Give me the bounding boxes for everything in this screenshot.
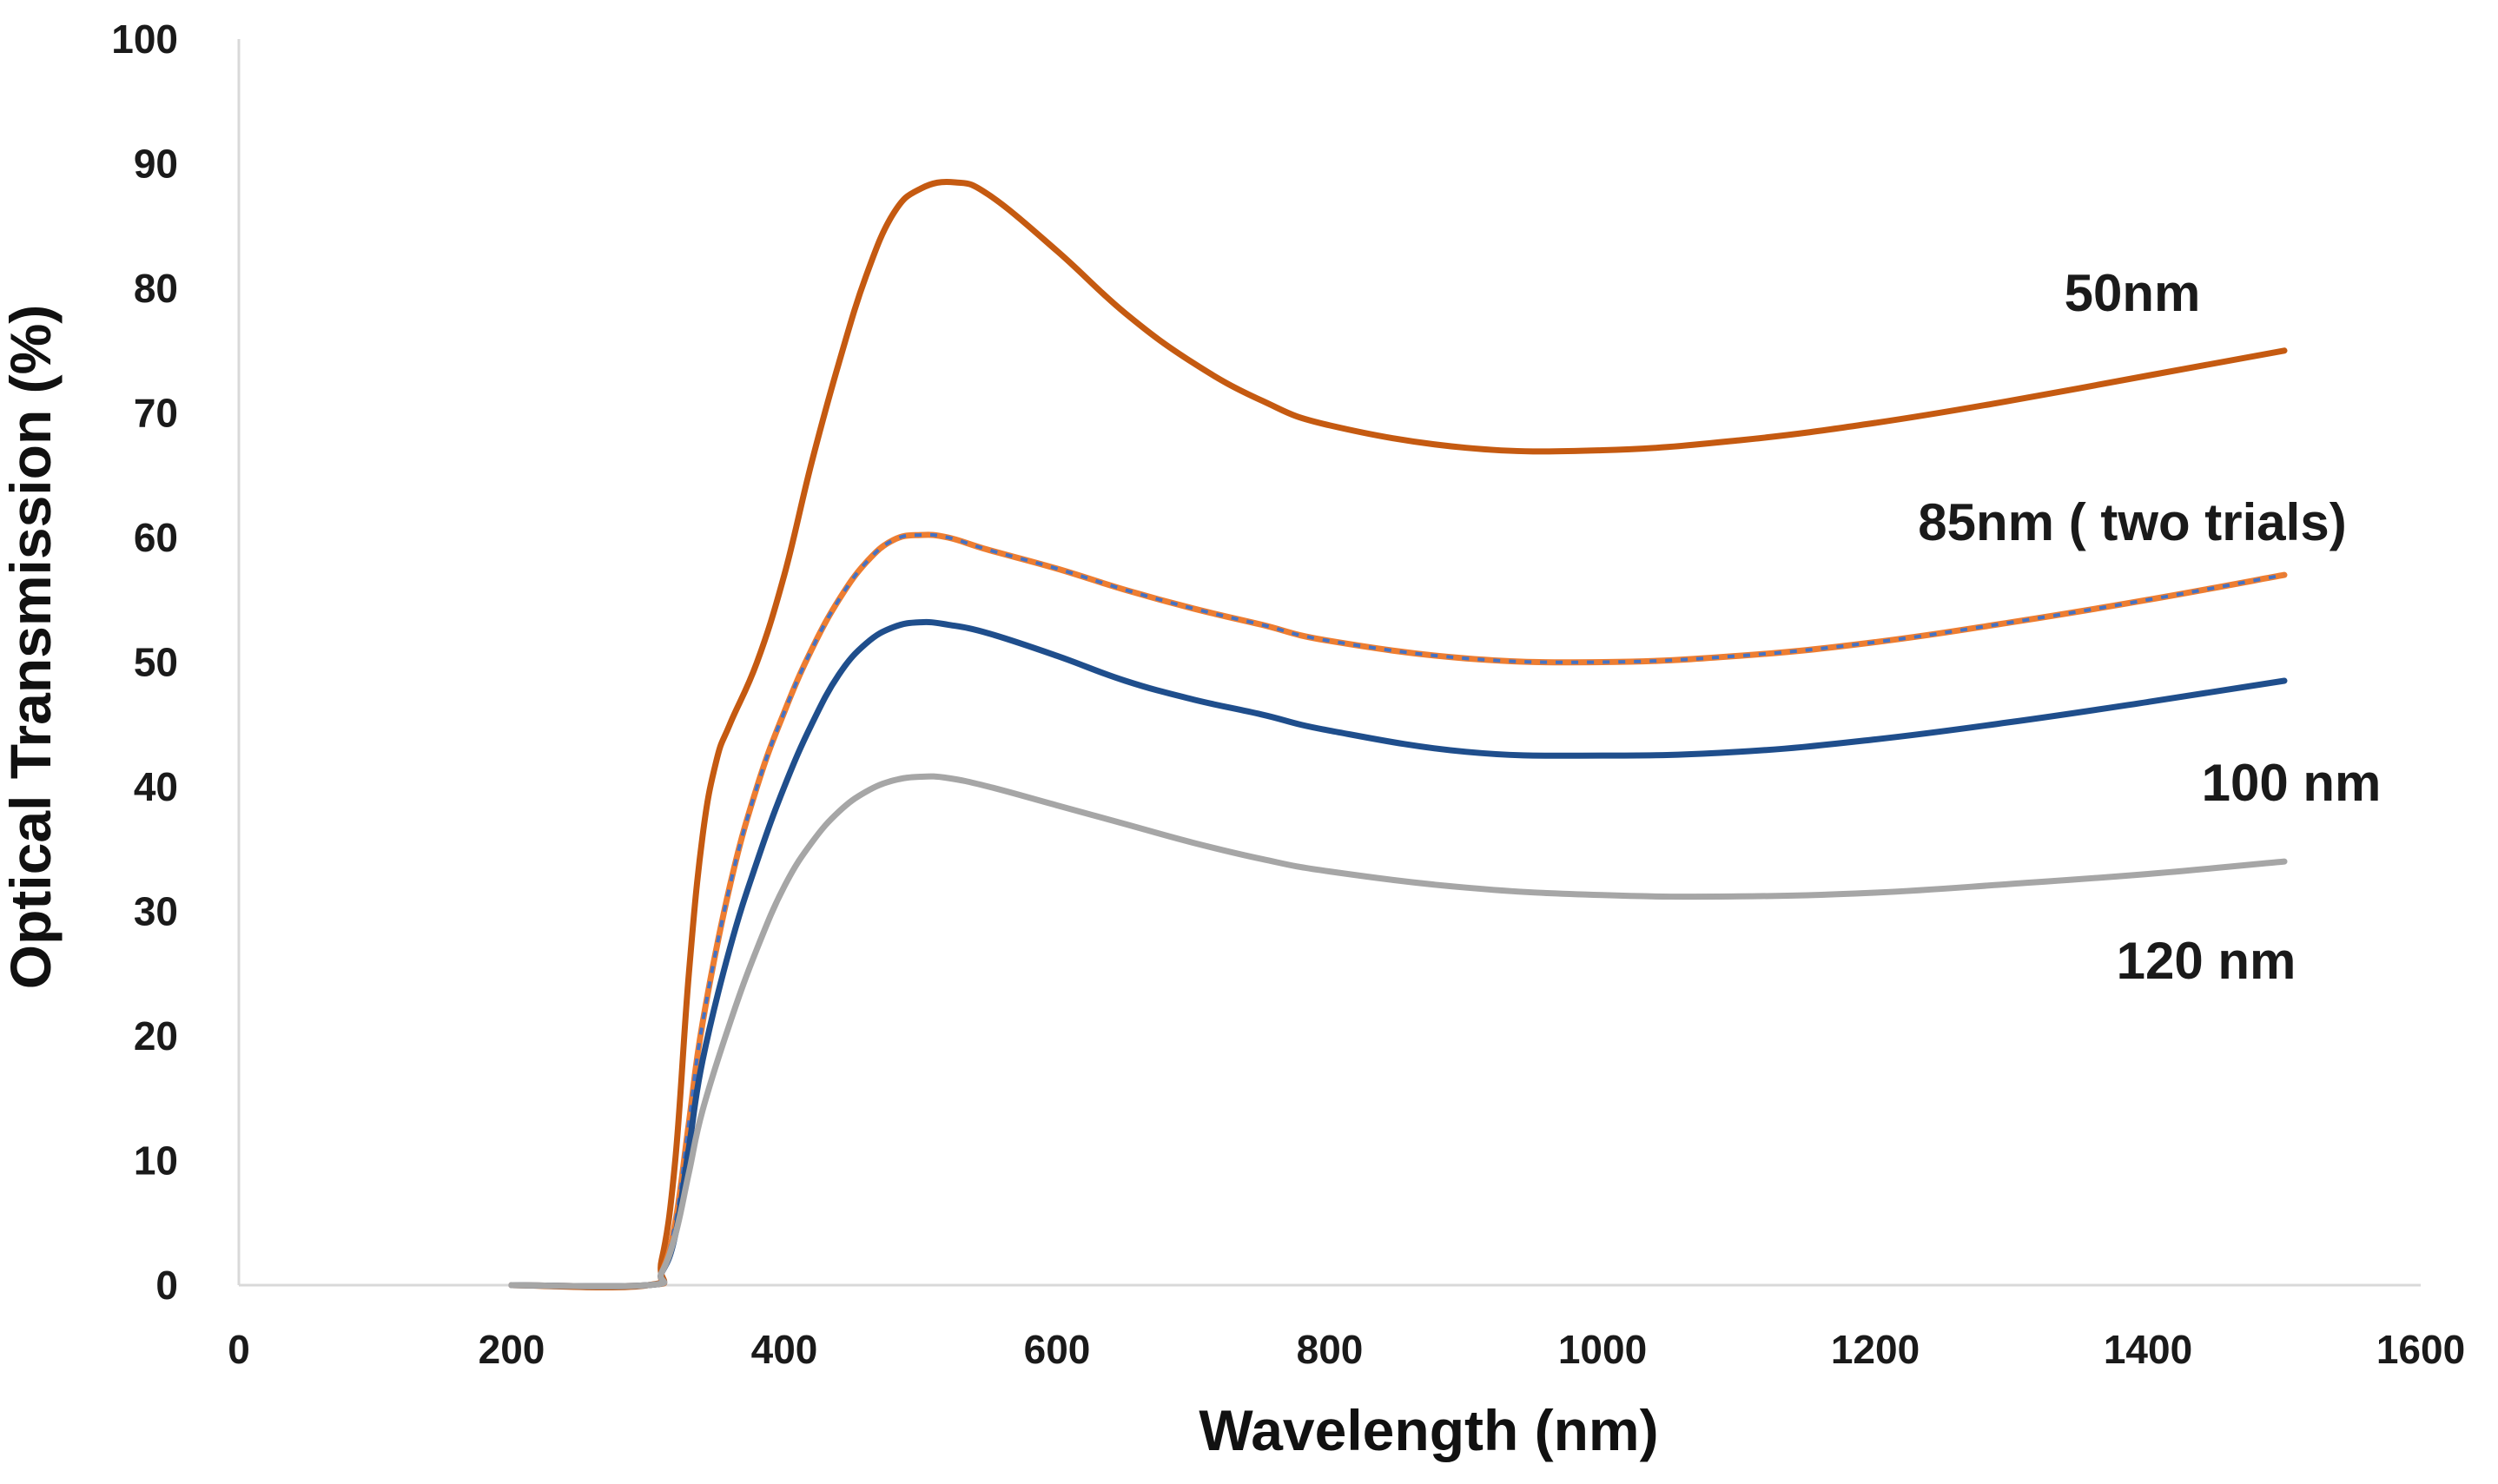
x-tick-label: 800 <box>1297 1327 1364 1372</box>
series-line-50nm <box>508 179 2288 1291</box>
series-lines <box>508 179 2288 1291</box>
y-tick-label: 20 <box>134 1013 178 1059</box>
series-line-120-nm <box>508 773 2288 1289</box>
series-line-100-nm <box>508 618 2288 1289</box>
series-label-100-nm: 100 nm <box>2202 754 2382 812</box>
y-tick-label: 60 <box>134 515 178 560</box>
y-tick-label: 10 <box>134 1138 178 1184</box>
y-tick-label: 30 <box>134 889 178 934</box>
series-label-50nm: 50nm <box>2065 264 2201 322</box>
y-tick-label: 70 <box>134 391 178 436</box>
x-tick-label: 1400 <box>2104 1327 2192 1372</box>
x-tick-label: 400 <box>751 1327 818 1372</box>
y-tick-label: 100 <box>111 16 178 62</box>
series-label-85nm-two-trials: 85nm ( two trials) <box>1918 493 2346 551</box>
y-axis-title: Optical Transmission (%) <box>0 305 63 990</box>
y-tick-label: 0 <box>155 1263 178 1308</box>
series-label-120-nm: 120 nm <box>2117 932 2296 990</box>
x-tick-label: 600 <box>1024 1327 1091 1372</box>
y-tick-label: 90 <box>134 142 178 187</box>
y-tick-label: 50 <box>134 640 178 685</box>
x-tick-label: 1000 <box>1558 1327 1647 1372</box>
x-tick-label: 1600 <box>2376 1327 2465 1372</box>
series-labels: 50nm 85nm ( two trials) 100 nm 120 nm <box>1918 264 2381 990</box>
y-tick-label: 40 <box>134 764 178 809</box>
x-tick-label: 1200 <box>1831 1327 1920 1372</box>
series-line-85nm-two-trials-dashed <box>511 532 2285 1289</box>
x-tick-label: 200 <box>479 1327 545 1372</box>
y-tick-label: 80 <box>134 266 178 311</box>
x-tick-label: 0 <box>228 1327 250 1372</box>
x-axis-title: Wavelength (nm) <box>1199 1398 1658 1462</box>
